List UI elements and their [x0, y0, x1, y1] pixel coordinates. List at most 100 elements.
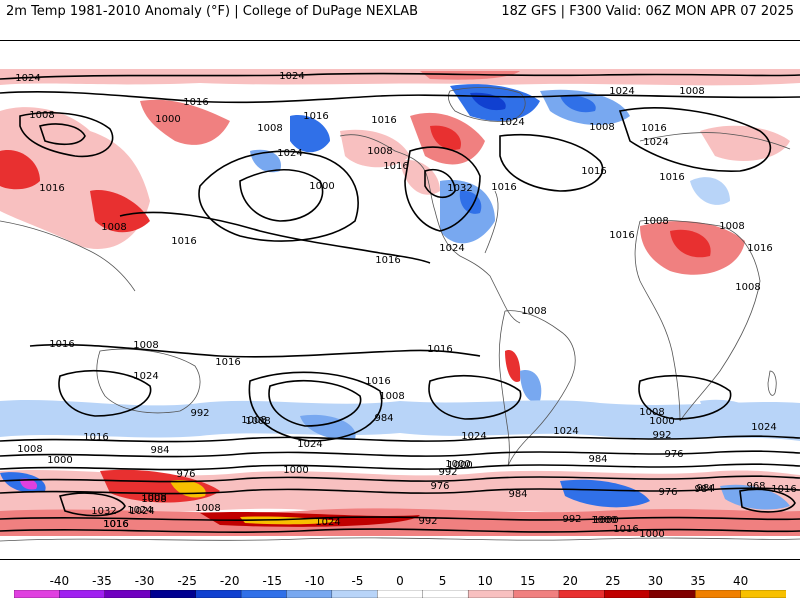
isobar-label: 1024 — [461, 431, 486, 442]
colorbar-tick-label: 10 — [477, 574, 493, 588]
colorbar-tick-label: 25 — [605, 574, 621, 588]
isobar-label: 1016 — [103, 519, 128, 530]
colorbar-tick-label: 5 — [438, 574, 447, 588]
anomaly-map-canvas: 1024 1024 1016 1008 1000 1008 1016 1016 … — [0, 69, 800, 542]
isobar-label: 1024 — [133, 371, 158, 382]
contour-asia-low — [19, 111, 114, 158]
isobar-label: 1016 — [747, 243, 772, 254]
isobar-label: 992 — [562, 514, 581, 525]
colorbar-tick-label: -40 — [49, 574, 70, 588]
africa-west-coast — [634, 220, 681, 422]
contour-arctic-2 — [0, 91, 800, 104]
isobar-label: 1000 — [447, 460, 472, 471]
north-atlantic-cold-core — [560, 95, 596, 113]
isobar-label: 1008 — [367, 146, 392, 157]
map-title: 2m Temp 1981-2010 Anomaly (°F) | College… — [6, 4, 419, 19]
isobar-label: 1016 — [375, 255, 400, 266]
contour-1008-south — [0, 435, 800, 443]
isobar-label: 1008 — [735, 282, 760, 293]
isobar-label: 1024 — [643, 137, 668, 148]
isobar-label: 1008 — [643, 216, 668, 227]
colorbar-swatch — [467, 590, 515, 598]
arctic-warm-band — [0, 69, 800, 86]
colorbar — [14, 590, 786, 598]
isobar-label: 1008 — [241, 415, 266, 426]
isobar-label: 1016 — [659, 172, 684, 183]
isobar-label: 1016 — [215, 357, 240, 368]
isobar-label: 984 — [508, 489, 527, 500]
colorbar-swatch — [104, 590, 151, 598]
contour-pacific-1016 — [119, 211, 431, 264]
isobar-label: 1008 — [639, 407, 664, 418]
canada-warm-core — [430, 125, 461, 150]
east-asia-coast — [0, 220, 136, 292]
isobar-label: 1024 — [297, 439, 322, 450]
isobar-label: 968 — [746, 481, 765, 492]
isobar-label: 984 — [374, 413, 393, 424]
contour-992-south — [0, 463, 800, 471]
colorbar-swatch — [513, 590, 560, 598]
isobar-label: 984 — [694, 484, 713, 495]
isobar-label: 1008 — [29, 110, 54, 121]
isobar-label: 1016 — [183, 97, 208, 108]
colorbar-swatch — [695, 590, 742, 598]
isobar-label: 1016 — [427, 344, 452, 355]
patagonia-cold — [520, 370, 542, 402]
southern-ocean-cold-band — [0, 399, 800, 441]
arctic-warm-core — [420, 71, 520, 80]
colorbar-swatch — [377, 590, 424, 598]
isobar-label: 976 — [664, 449, 683, 460]
isobar-label: 1000 — [283, 465, 308, 476]
colorbar-swatch — [331, 590, 378, 598]
isobar-label: 1008 — [589, 122, 614, 133]
alaska-warm — [340, 129, 410, 168]
isobar-label: 1016 — [83, 432, 108, 443]
isobar-label: 1008 — [17, 444, 42, 455]
contour-south-pacific-high-2 — [248, 371, 383, 442]
colorbar-swatches — [14, 590, 786, 598]
colorbar-tick-label: 0 — [396, 574, 404, 588]
contour-na-high — [424, 169, 456, 199]
anomaly-map: 1024 1024 1016 1008 1000 1008 1016 1016 … — [0, 40, 800, 560]
isobar-label: 1008 — [379, 391, 404, 402]
colorbar-tick-label: 40 — [732, 574, 749, 588]
isobar-label: 1000 — [649, 416, 674, 427]
contour-asia-low-2 — [38, 123, 86, 146]
contour-976-south — [0, 487, 800, 495]
isobar-label: 1024 — [279, 71, 304, 82]
north-america-coast — [339, 134, 521, 324]
colorbar-swatch — [240, 590, 288, 598]
isobar-label: 1024 — [751, 422, 776, 433]
isobar-label: 1024 — [15, 73, 40, 84]
isobar-label: 1016 — [641, 123, 666, 134]
colorbar-swatch — [604, 590, 651, 598]
isobar-label: 1024 — [439, 243, 464, 254]
isobar-label: 1024 — [129, 506, 154, 517]
isobar-label: 984 — [150, 445, 169, 456]
contour-south-atlantic-high — [428, 375, 522, 420]
isobar-label: 1008 — [679, 86, 704, 97]
aleutian-cold — [250, 149, 281, 173]
colorbar-tick-label: 30 — [647, 574, 664, 588]
colorbar-swatch — [286, 590, 333, 598]
model-run-info: 18Z GFS | F300 Valid: 06Z MON APR 07 202… — [501, 4, 794, 19]
isobar-label: 1016 — [371, 115, 396, 126]
isobar-label: 992 — [438, 467, 457, 478]
contour-low-2 — [739, 488, 796, 513]
contour-low-1 — [58, 492, 126, 517]
colorbar-tick-label: 15 — [520, 574, 536, 588]
isobar-label: 1024 — [499, 117, 524, 128]
contour-pacific-ridge-2 — [198, 150, 359, 242]
isobar-label: 1008 — [245, 416, 270, 427]
siberia-warm — [140, 99, 230, 145]
africa-warm-core — [670, 229, 711, 258]
isobar-label: 1032 — [447, 183, 472, 194]
colorbar-swatch — [740, 590, 786, 598]
us-west-warm — [400, 160, 440, 195]
contour-arctic — [0, 72, 800, 80]
madagascar-coast — [767, 370, 777, 396]
isobar-label: 1008 — [719, 221, 744, 232]
china-warm-core — [90, 190, 150, 233]
colorbar-tick-label: 35 — [690, 574, 706, 588]
coastlines — [0, 87, 800, 542]
